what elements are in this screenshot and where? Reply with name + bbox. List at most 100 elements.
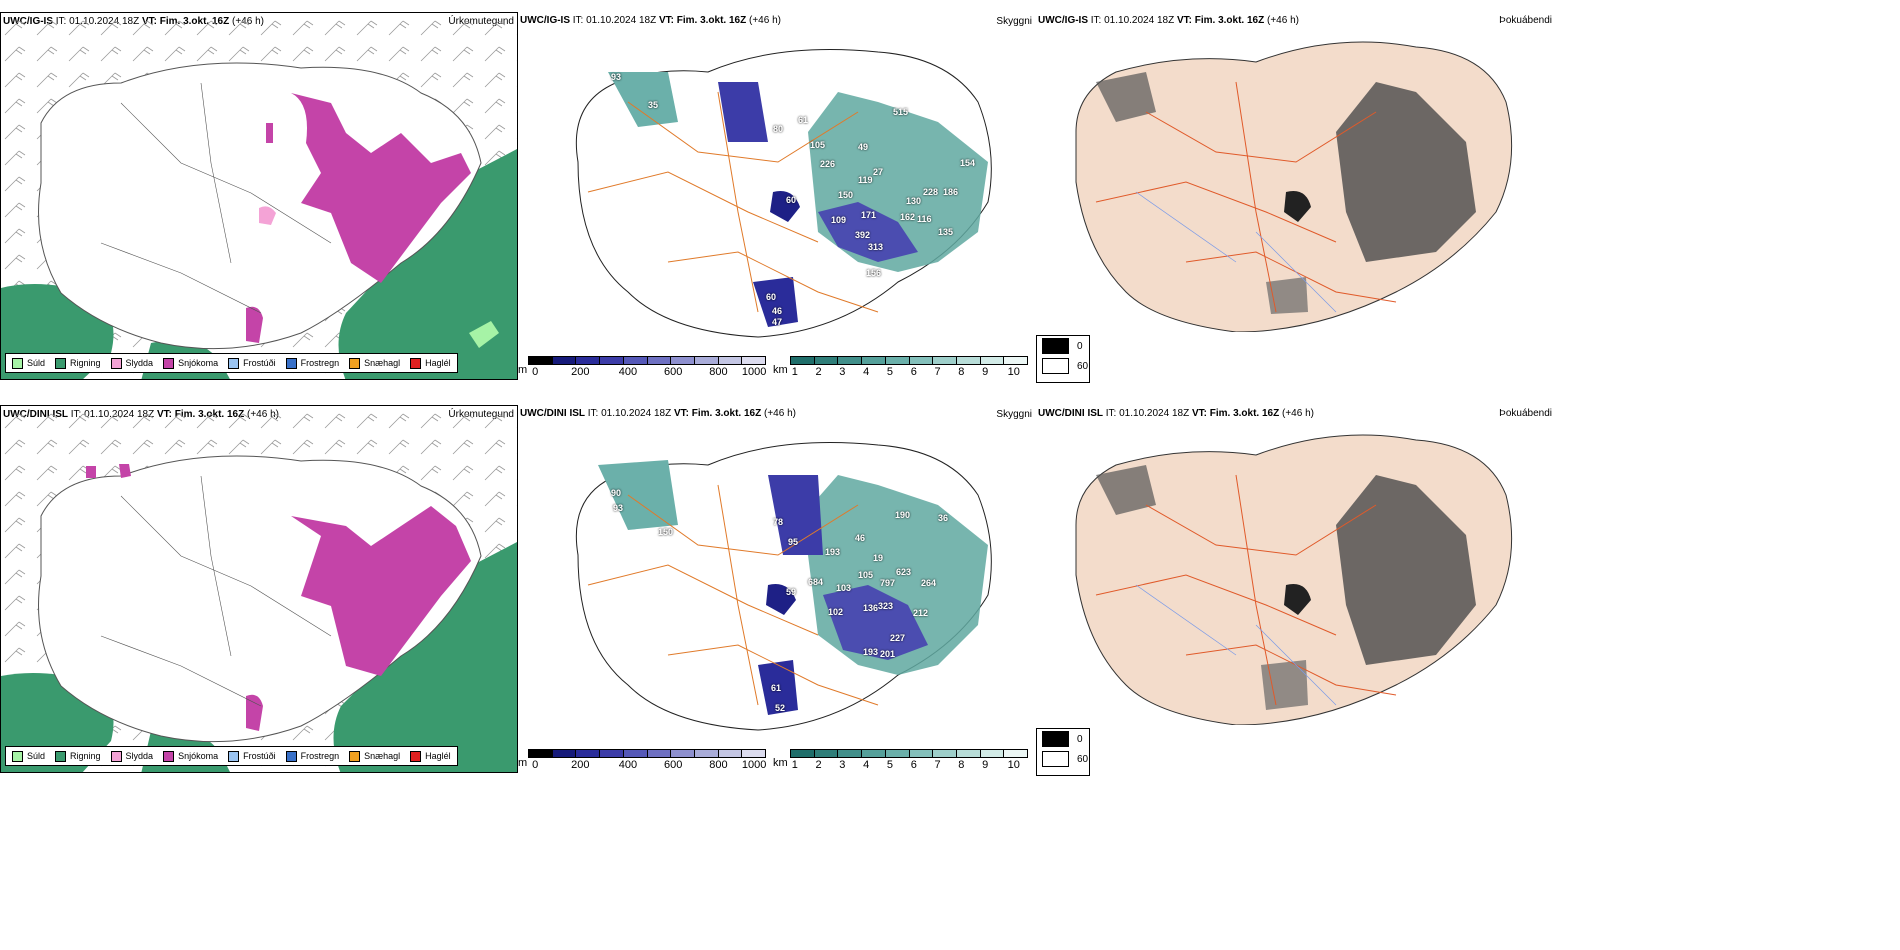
ceiling-number: 93 xyxy=(611,72,622,82)
fog-legend-top: 0 60 xyxy=(1036,335,1090,383)
legend-item: Snjókoma xyxy=(163,357,218,369)
legend-swatch xyxy=(228,750,240,762)
ceiling-number: 227 xyxy=(890,633,906,643)
legend-swatch xyxy=(55,750,67,762)
ceiling-bar xyxy=(528,356,766,365)
fog-legend-row: 0 xyxy=(1037,729,1089,749)
bar-segment xyxy=(1004,357,1028,364)
tick-label: 7 xyxy=(934,366,941,378)
ceiling-number: 59 xyxy=(786,587,797,597)
ceiling-number: 90 xyxy=(611,488,622,498)
ceiling-number: 19 xyxy=(873,553,884,563)
bar-segment xyxy=(933,357,957,364)
panel-variable-label: Skyggni xyxy=(996,16,1032,27)
ceiling-number: 46 xyxy=(855,533,866,543)
bar-segment xyxy=(838,750,863,757)
ceiling-number: 171 xyxy=(861,210,877,220)
legend-item: Rigning xyxy=(55,750,101,762)
ceiling-number: 186 xyxy=(943,187,959,197)
ceiling-number: 61 xyxy=(771,683,782,693)
legend-item: Slydda xyxy=(110,750,153,762)
bar-segment xyxy=(909,357,934,364)
ceiling-number: 36 xyxy=(938,513,949,523)
tick-label: 4 xyxy=(863,759,870,771)
legend-swatch xyxy=(410,750,422,762)
panel-title: UWC/IG-IS IT: 01.10.2024 18Z VT: Fim. 3.… xyxy=(1038,15,1299,26)
ceiling-number: 193 xyxy=(863,647,879,657)
tick-label: 1000 xyxy=(741,366,767,378)
tick-label: 2 xyxy=(815,759,822,771)
tick-label: 400 xyxy=(618,366,638,378)
tick-label: 3 xyxy=(839,366,846,378)
legend-swatch xyxy=(1042,338,1069,354)
ceiling-number: 109 xyxy=(831,215,847,225)
bar-segment xyxy=(980,750,1005,757)
fog-legend-row: 0 xyxy=(1037,336,1089,356)
bar-segment xyxy=(694,750,719,757)
tick-label: 800 xyxy=(709,759,728,771)
bar-segment xyxy=(576,357,601,364)
bar-segment xyxy=(956,750,981,757)
legend-item: Súld xyxy=(12,357,45,369)
legend-item: Haglél xyxy=(410,750,451,762)
precip-type-panel-top: UWC/IG-IS IT: 01.10.2024 18Z VT: Fim. 3.… xyxy=(0,12,518,380)
sky-panel-top: UWC/IG-IS IT: 01.10.2024 18Z VT: Fim. 3.… xyxy=(518,12,1036,380)
precip-type-panel-bottom: UWC/DINI ISL IT: 01.10.2024 18Z VT: Fim.… xyxy=(0,405,518,773)
bar-segment xyxy=(529,357,553,364)
bar-segment xyxy=(600,357,624,364)
bar-segment xyxy=(671,750,695,757)
tick-label: 600 xyxy=(663,366,683,378)
tick-label: 9 xyxy=(982,759,989,771)
legend-swatch xyxy=(285,750,297,762)
legend-item: Súld xyxy=(12,750,45,762)
tick-label: 0 xyxy=(532,759,539,771)
bar-segment xyxy=(862,750,886,757)
ceiling-unit: m xyxy=(518,757,528,769)
legend-swatch xyxy=(410,357,422,369)
legend-swatch xyxy=(1042,358,1069,374)
tick-label: 5 xyxy=(886,759,894,771)
fog-map xyxy=(1075,41,1513,332)
bar-segment xyxy=(742,357,766,364)
ceiling-number: 60 xyxy=(766,292,777,302)
visibility-unit: km xyxy=(773,364,788,376)
bar-segment xyxy=(909,750,934,757)
ceiling-number: 102 xyxy=(828,607,844,617)
ceiling-number: 150 xyxy=(658,527,674,537)
ceiling-number: 162 xyxy=(900,212,916,222)
ceiling-number: 119 xyxy=(858,175,873,185)
ceiling-ticks: 0 200 400 600 800 1000 xyxy=(528,365,767,378)
ceiling-number: 515 xyxy=(893,107,909,117)
tick-label: 200 xyxy=(571,759,590,771)
fog-panel-bottom: UWC/DINI ISL IT: 01.10.2024 18Z VT: Fim.… xyxy=(1036,405,1554,725)
precip-map xyxy=(1,13,517,379)
bar-segment xyxy=(576,750,601,757)
tick-label: 400 xyxy=(618,759,638,771)
bar-segment xyxy=(980,357,1005,364)
ceiling-number: 116 xyxy=(917,214,932,224)
visibility-bar xyxy=(790,356,1028,365)
ceiling-number: 313 xyxy=(868,242,884,252)
bar-segment xyxy=(885,750,910,757)
ceiling-number: 226 xyxy=(820,159,836,169)
ceiling-number: 193 xyxy=(825,547,841,557)
bar-segment xyxy=(885,357,910,364)
ceiling-number: 623 xyxy=(896,567,912,577)
bar-segment xyxy=(742,750,766,757)
tick-label: 8 xyxy=(958,366,965,378)
ceiling-number: 156 xyxy=(866,268,882,278)
ceiling-number: 684 xyxy=(808,577,824,587)
tick-label: 9 xyxy=(982,366,989,378)
panel-variable-label: Þokuábendi xyxy=(1499,15,1552,26)
legend-swatch xyxy=(285,357,297,369)
legend-swatch xyxy=(163,750,175,762)
legend-swatch xyxy=(12,357,23,369)
ceiling-number: 60 xyxy=(786,195,797,205)
precip-map xyxy=(1,406,517,772)
visibility-unit: km xyxy=(773,757,788,769)
legend-item: Snjókoma xyxy=(163,750,218,762)
tick-label: 6 xyxy=(910,759,917,771)
ceiling-number: 201 xyxy=(880,649,896,659)
fog-legend-row: 60 xyxy=(1037,749,1089,769)
ceiling-number: 103 xyxy=(836,583,852,593)
